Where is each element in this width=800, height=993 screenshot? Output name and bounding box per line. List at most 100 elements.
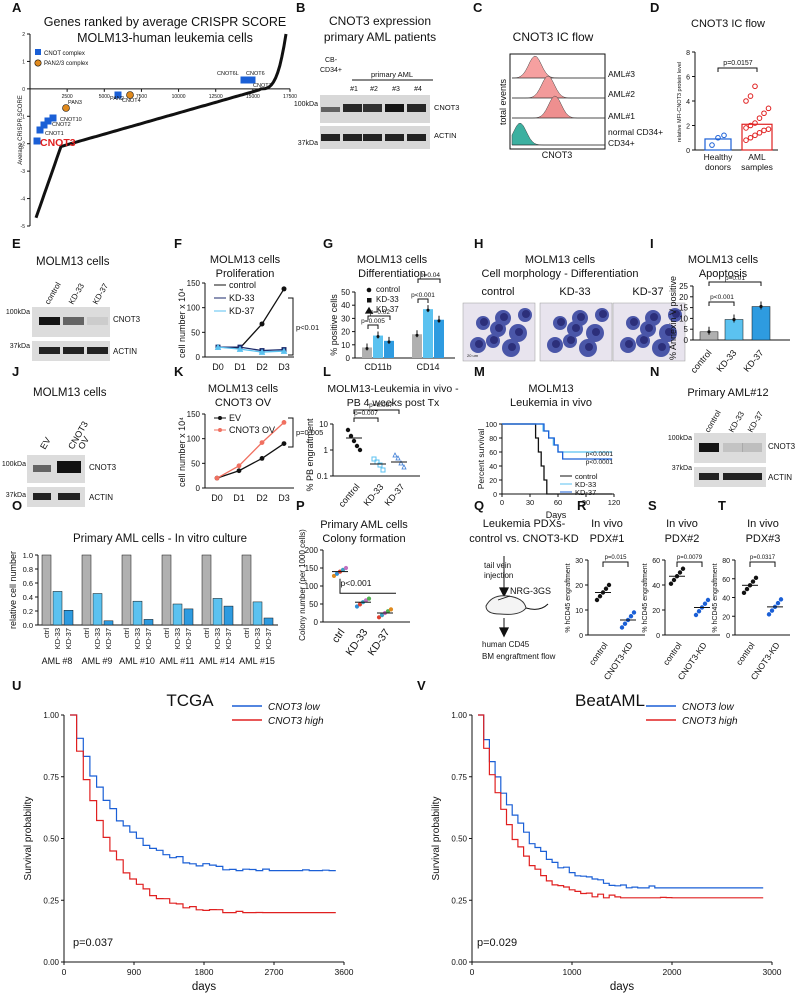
panel-b-lane-cb: CB- [325, 57, 338, 64]
panel-h-nucleus [480, 318, 488, 326]
panel-q-step: BM engraftment flow [482, 652, 556, 661]
panel-h-nucleus [665, 328, 673, 336]
panel-d-xlabel-1b: donors [705, 162, 731, 172]
panel-l-point [371, 456, 377, 462]
panel-h-caption: control [481, 286, 514, 298]
panel-p-xtick-label: ctrl [330, 627, 348, 645]
panel-g-point [426, 308, 430, 312]
panel-h-nucleus [508, 343, 516, 351]
panel-m-xtick-label: 60 [554, 498, 562, 507]
panel-a-xtick-label: 10000 [172, 94, 186, 100]
panel-e-band [63, 347, 84, 354]
panel-s-point [671, 577, 677, 583]
panel-l-point [357, 447, 363, 453]
panel-m-km-control [502, 423, 613, 495]
panel-o-bar-label: KD-33 [173, 628, 182, 649]
panel-i-subtitle: Apoptosis [699, 268, 748, 280]
panel-f-legend-label: KD-33 [229, 293, 255, 303]
panel-letter-C: C [473, 0, 483, 15]
panel-h-nucleus [572, 324, 580, 332]
panel-a-subtitle: MOLM13-human leukemia cells [77, 31, 253, 45]
panel-f-xtick-label: D1 [234, 362, 246, 372]
panel-l-point [345, 427, 351, 433]
panel-n-marker: 100kDa [668, 435, 692, 442]
panel-d-title: CNOT3 IC flow [691, 18, 765, 30]
panel-p-xtick-label: KD-37 [366, 627, 393, 658]
panel-a-label-cnot3: CNOT3 [40, 137, 76, 149]
panel-v-xtick-label: 2000 [663, 967, 682, 977]
panel-l-point [398, 460, 404, 466]
panel-s-ytick-label: 0 [656, 633, 660, 640]
panel-g-ytick-label: 20 [341, 328, 350, 337]
panel-letter-V: V [417, 678, 426, 693]
panel-u-pvalue: p=0.037 [73, 937, 113, 949]
panel-r-point [619, 625, 625, 630]
panel-d-pvalue: p=0.0157 [723, 60, 752, 67]
panel-a-ytick-label: -5 [21, 224, 26, 230]
panel-e-band-label: CNOT3 [113, 315, 141, 324]
panel-p-xtick-label: KD-33 [344, 627, 371, 658]
panel-letter-P: P [296, 498, 305, 513]
panel-f-point [259, 321, 265, 327]
panel-t-ylabel: % hCD45 engraftment [712, 563, 719, 632]
panel-k-point [259, 440, 265, 446]
panel-l-xtick-label: control [337, 482, 362, 509]
panel-b-lane: #4 [414, 86, 422, 93]
panel-o-bar-label: ctrl [122, 628, 131, 638]
panel-i-xtick-label: KD-37 [741, 348, 765, 374]
panel-o-bar [183, 608, 194, 626]
panel-m-legend-label: control [575, 472, 598, 481]
panel-v-pvalue: p=0.029 [477, 937, 517, 949]
panel-o-group-label: AML #9 [82, 656, 113, 666]
panel-b-subtitle: primary AML patients [324, 30, 436, 44]
panel-m-ytick-label: 40 [489, 464, 497, 471]
panel-p-ytick-label: 150 [305, 564, 319, 573]
panel-d-point [747, 122, 754, 129]
panel-g-group-label: CD11b [364, 362, 391, 372]
panel-k-ytick-label: 50 [191, 459, 200, 468]
panel-g-pvalue: p<0.001 [411, 292, 435, 299]
panel-g-point [437, 319, 441, 323]
panel-j-band [33, 465, 51, 472]
panel-i-ytick-label: 20 [679, 293, 688, 302]
panel-d-ytick-label: 0 [686, 148, 690, 155]
panel-o-group-label: AML #8 [42, 656, 73, 666]
panel-l-pvalue: p=0.007 [354, 410, 378, 417]
panel-g-legend-label: control [376, 285, 400, 294]
panel-o-title: Primary AML cells - In vitro culture [73, 533, 247, 545]
panel-u-xtick-label: 0 [62, 967, 67, 977]
panel-e-band [87, 347, 108, 354]
panel-i-sig-bracket [708, 301, 735, 306]
panel-t-point [744, 586, 750, 592]
panel-h-nucleus [522, 310, 530, 318]
panel-b-lane: #2 [370, 86, 378, 93]
panel-l-point [377, 462, 383, 468]
panel-f-point [214, 343, 222, 350]
panel-j-lane: EV [38, 436, 53, 451]
panel-d-point [715, 134, 721, 141]
panel-g-bar [362, 347, 372, 358]
panel-p-point [334, 571, 340, 576]
panel-letter-L: L [323, 364, 331, 379]
panel-k-subtitle: CNOT3 OV [215, 397, 272, 409]
panel-o-bar [263, 617, 274, 626]
panel-q-step: human CD45 [482, 640, 530, 649]
panel-o-bar [41, 554, 52, 626]
panel-b-band-label: CNOT3 [434, 103, 459, 112]
panel-g-pvalue: p=0.04 [420, 272, 440, 279]
panel-j-marker: 37kDa [6, 492, 26, 499]
panel-m-xtick-label: 120 [608, 498, 621, 507]
panel-a-ytick-label: -4 [21, 197, 26, 203]
panel-f-sig-bracket [288, 297, 294, 356]
panel-s-point [702, 601, 708, 606]
panel-letter-R: R [577, 498, 587, 513]
panel-l-point [395, 455, 401, 461]
panel-l-ylabel: % PB engraftment [305, 418, 315, 492]
panel-letter-Q: Q [474, 498, 484, 513]
panel-n-band [699, 443, 719, 452]
panel-o-bar [143, 619, 154, 626]
panel-v-xlabel: days [610, 981, 635, 993]
panel-g-pvalue: p=0.02 [370, 309, 390, 316]
panel-d-point [752, 132, 758, 139]
panel-k-legend-marker [218, 416, 222, 420]
